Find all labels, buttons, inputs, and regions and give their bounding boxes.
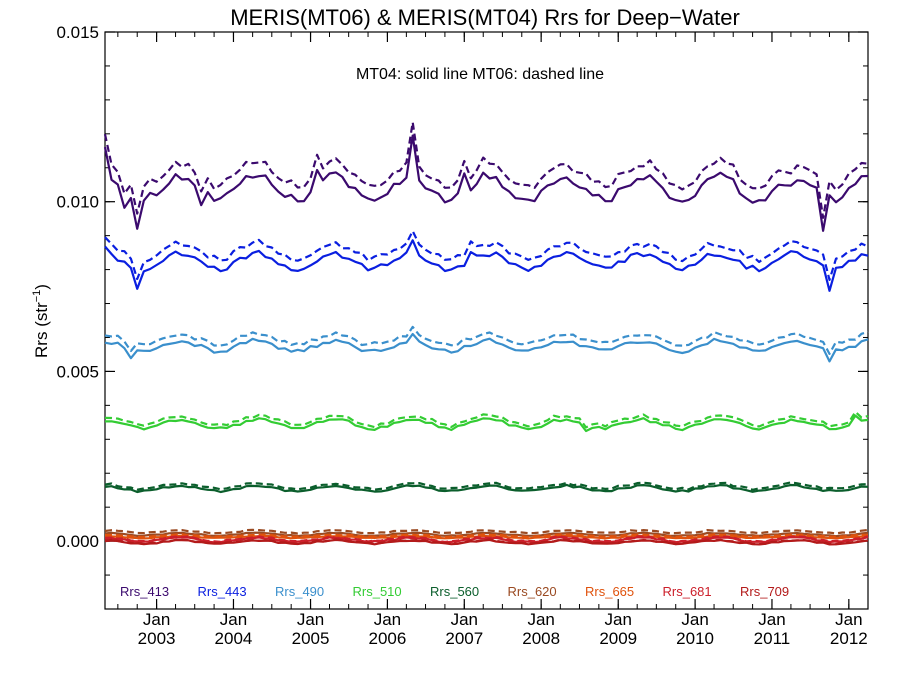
x-tick-year: 2006	[368, 629, 406, 648]
x-tick-year: 2005	[292, 629, 330, 648]
x-tick-year: 2003	[138, 629, 176, 648]
series-line-mt04	[104, 483, 869, 494]
series-line-mt06	[104, 528, 869, 535]
legend-entry: Rrs_443	[198, 584, 247, 599]
x-tick-month: Jan	[451, 610, 478, 629]
y-axis-label: Rrs (str−1)	[31, 284, 51, 358]
x-tick-month: Jan	[527, 610, 554, 629]
series-line-mt06	[104, 538, 869, 546]
legend-entry: Rrs_560	[430, 584, 479, 599]
series-line-mt06	[104, 325, 869, 355]
x-tick-month: Jan	[374, 610, 401, 629]
series-line-mt06	[104, 481, 869, 491]
series-line-mt06	[104, 535, 869, 544]
x-tick-year: 2004	[215, 629, 253, 648]
legend-entry: Rrs_681	[663, 584, 712, 599]
y-axis: 0.000 0.005 0.010 0.015	[56, 23, 868, 610]
series-line-mt04	[104, 239, 869, 292]
y-tick-label: 0.000	[56, 532, 99, 551]
x-tick-month: Jan	[758, 610, 785, 629]
x-tick-year: 2009	[599, 629, 637, 648]
series-line-mt04	[104, 332, 869, 363]
x-tick-month: Jan	[605, 610, 632, 629]
y-tick-label: 0.005	[56, 362, 99, 381]
legend-entry: Rrs_665	[585, 584, 634, 599]
y-axis-label-close: )	[32, 284, 51, 290]
series-line-mt06	[104, 410, 869, 429]
x-tick-month: Jan	[143, 610, 170, 629]
y-tick-label: 0.010	[56, 193, 99, 212]
series-line-mt04	[104, 531, 869, 538]
legend-entry: Rrs_490	[275, 584, 324, 599]
series-line-mt06	[105, 533, 869, 539]
series-line-mt04	[103, 134, 869, 232]
x-tick-month: Jan	[681, 610, 708, 629]
legend-entry: Rrs_510	[353, 584, 402, 599]
legend-entry: Rrs_709	[740, 584, 789, 599]
x-tick-year: 2007	[445, 629, 483, 648]
legend-entry: Rrs_413	[120, 584, 169, 599]
x-tick-year: 2012	[830, 629, 868, 648]
line-style-annotation: MT04: solid line MT06: dashed line	[356, 66, 604, 83]
x-tick-year: 2010	[676, 629, 714, 648]
series-line-mt04	[104, 414, 869, 433]
legend: Rrs_413 Rrs_443 Rrs_490 Rrs_510 Rrs_560 Rrs_6…	[120, 584, 789, 599]
x-tick-month: Jan	[835, 610, 862, 629]
x-tick-year: 2008	[522, 629, 560, 648]
chart-title: MERIS(MT06) & MERIS(MT04) Rrs for Deep−W…	[230, 5, 740, 30]
y-axis-label-superscript: −1	[31, 290, 43, 303]
x-tick-year: 2011	[754, 629, 791, 648]
series-lines	[103, 121, 869, 546]
plot-frame	[104, 31, 869, 610]
x-axis: Jan2003Jan2004Jan2005Jan2006Jan2007Jan20…	[117, 32, 869, 648]
legend-entry: Rrs_620	[508, 584, 557, 599]
x-tick-month: Jan	[220, 610, 247, 629]
series-line-mt06	[104, 230, 869, 281]
x-tick-month: Jan	[297, 610, 324, 629]
series-line-mt04	[104, 534, 869, 540]
y-tick-label: 0.015	[56, 23, 99, 42]
y-axis-label-text: Rrs (str	[32, 302, 51, 358]
